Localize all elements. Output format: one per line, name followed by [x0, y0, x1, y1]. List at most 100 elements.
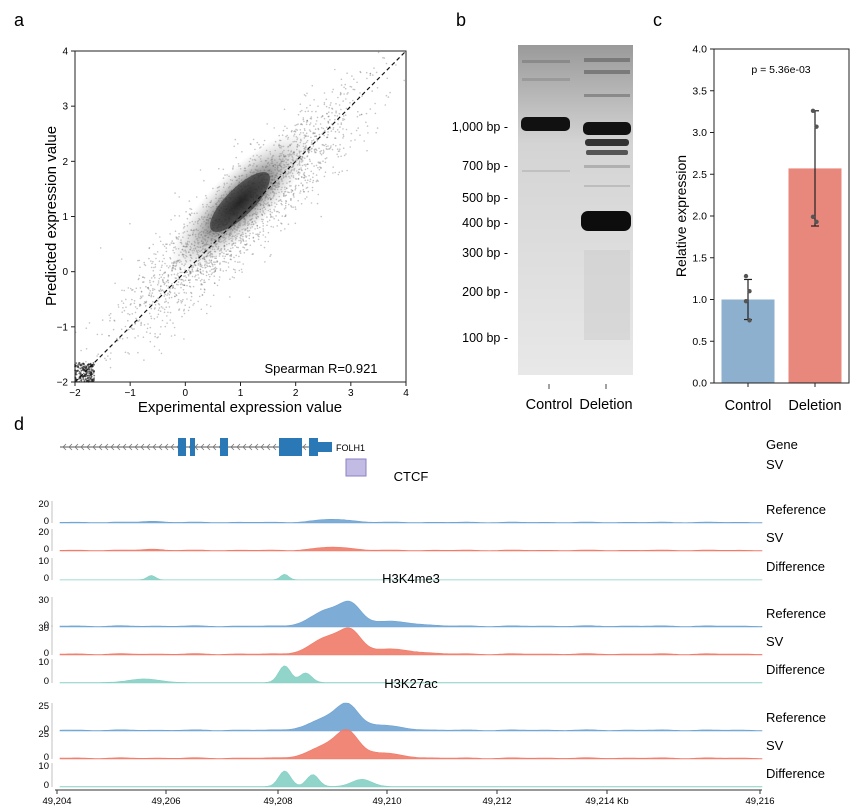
scatter-point: [275, 210, 278, 213]
scatter-point: [203, 279, 205, 282]
scatter-point: [258, 143, 260, 146]
y-tick-label: 3: [62, 102, 68, 113]
scatter-point: [299, 103, 302, 105]
scatter-point: [252, 232, 254, 234]
scatter-point: [310, 116, 313, 118]
scatter-point: [311, 162, 313, 165]
scatter-point: [174, 277, 177, 279]
genome-tick-label: 49,204: [42, 796, 71, 807]
scatter-point: [339, 148, 341, 150]
scatter-point: [359, 92, 361, 94]
scatter-point: [187, 275, 190, 277]
scatter-point: [199, 272, 202, 274]
bar-ylabel: Relative expression: [673, 155, 689, 277]
scatter-point: [307, 110, 310, 112]
scatter-point: [75, 362, 78, 364]
x-tick-label: Deletion: [788, 398, 841, 414]
scatter-point: [117, 304, 120, 306]
scatter-point: [128, 313, 131, 316]
scatter-point: [210, 273, 213, 276]
scatter-point: [177, 298, 180, 301]
scatter-point: [239, 261, 241, 263]
scatter-point: [171, 270, 173, 272]
scatter-point: [204, 267, 206, 269]
scatter-point: [171, 240, 173, 242]
scatter-point: [183, 312, 186, 315]
scatter-point: [137, 335, 139, 337]
scatter-point: [345, 107, 348, 110]
scatter-point: [338, 131, 341, 133]
scatter-point: [309, 122, 312, 124]
scatter-point: [338, 112, 341, 115]
scatter-point: [373, 67, 375, 69]
scatter-point: [374, 112, 377, 115]
scatter-point: [361, 95, 363, 97]
scatter-point: [121, 311, 123, 314]
scatter-point: [201, 278, 203, 281]
scatter-point: [150, 317, 153, 320]
chevron-icon: [80, 443, 85, 451]
scatter-point: [166, 265, 168, 267]
scatter-point: [120, 258, 123, 260]
scatter-point: [163, 311, 166, 314]
scatter-point: [180, 300, 182, 302]
y-tick-label: 4.0: [692, 44, 707, 56]
scatter-point: [334, 68, 336, 71]
scatter-point: [342, 100, 345, 102]
scatter-point: [195, 278, 197, 281]
scatter-point: [134, 337, 136, 339]
scatter-point: [120, 328, 123, 331]
scatter-point: [320, 153, 323, 156]
scatter-point: [127, 312, 129, 315]
scatter-point: [188, 213, 191, 215]
scatter-point: [246, 243, 248, 245]
scatter-point: [305, 132, 308, 134]
scatter-point: [202, 273, 205, 276]
scatter-point: [183, 308, 185, 311]
scatter-point: [213, 267, 216, 270]
scatter-point: [322, 144, 325, 146]
scatter-point: [139, 303, 141, 306]
scatter-point: [357, 127, 360, 129]
spearman-annotation: Spearman R=0.921: [264, 361, 377, 376]
chevron-icon: [134, 443, 139, 451]
scatter-point: [214, 282, 216, 285]
scatter-point: [213, 271, 215, 274]
scatter-point: [135, 317, 137, 320]
scatter-point: [327, 145, 329, 147]
scatter-point: [305, 121, 308, 123]
scatter-point: [352, 88, 355, 91]
scatter-point: [374, 102, 376, 105]
track-scale-max: 30: [38, 595, 49, 606]
scatter-point: [234, 138, 237, 141]
scatter-point: [121, 338, 124, 340]
scatter-point: [285, 202, 287, 204]
scatter-point: [312, 131, 315, 134]
chevron-icon: [110, 443, 115, 451]
scatter-point: [160, 326, 162, 328]
scatter-point: [334, 137, 337, 139]
track-scale-max: 10: [38, 657, 49, 668]
scatter-point: [352, 99, 354, 102]
scatter-point: [284, 228, 286, 230]
scatter-point: [189, 272, 192, 274]
scatter-point: [365, 121, 367, 124]
scatter-point: [158, 273, 161, 276]
track-scale-zero: 0: [44, 752, 49, 763]
scatter-point: [137, 278, 140, 281]
scatter-point: [75, 372, 77, 374]
scatter-xlabel: Experimental expression value: [138, 399, 342, 416]
scatter-point: [178, 292, 180, 295]
scatter-point: [345, 98, 347, 100]
scatter-point: [301, 109, 303, 112]
scatter-point: [113, 320, 116, 322]
scatter-point: [312, 132, 314, 135]
scatter-point: [151, 262, 153, 265]
scatter-point: [127, 319, 129, 322]
scatter-point: [150, 260, 152, 262]
scatter-point: [147, 323, 149, 325]
genome-tick-label: 49,208: [263, 796, 292, 807]
scatter-point: [184, 304, 186, 307]
scatter-point: [269, 214, 272, 216]
scatter-point: [222, 255, 224, 257]
